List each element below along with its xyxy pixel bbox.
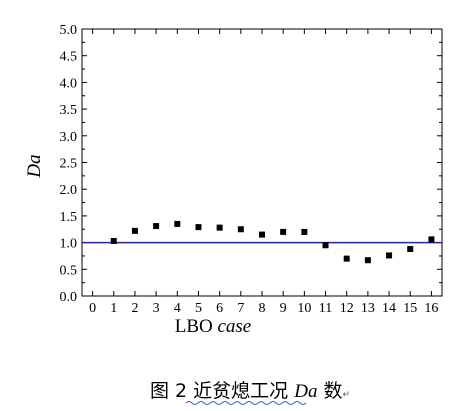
x-tick-label: 1	[110, 301, 117, 316]
data-point	[153, 223, 160, 230]
y-tick-label: 2.5	[60, 157, 78, 172]
plot-area: 0.00.51.01.52.02.53.03.54.04.55.00 1 2 3 4 5 6…	[60, 23, 443, 316]
y-tick-label: 0.5	[60, 263, 78, 278]
y-tick-label: 3.0	[60, 130, 78, 145]
data-point	[407, 246, 414, 253]
data-point	[131, 227, 138, 234]
caption-underlined-text: 近贫熄工况	[193, 380, 294, 402]
y-tick-label: 1.0	[60, 237, 78, 252]
x-tick-label: 10	[297, 301, 311, 316]
caption-squiggle-underline	[185, 401, 307, 405]
data-point	[237, 226, 244, 233]
y-tick-label: 1.5	[60, 210, 78, 225]
data-point	[386, 252, 393, 259]
x-tick-label: 8	[259, 301, 266, 316]
data-point	[428, 236, 435, 243]
x-tick-label: 5	[195, 301, 202, 316]
x-tick-label: 4	[174, 301, 181, 316]
x-tick-label: 16	[424, 301, 438, 316]
y-tick-label: 3.5	[60, 103, 78, 118]
x-tick-label: 9	[280, 301, 287, 316]
x-tick-label: 7	[237, 301, 244, 316]
data-point	[195, 224, 202, 231]
x-tick-label: 0	[89, 301, 96, 316]
x-tick-label: 14	[382, 301, 396, 316]
data-point	[343, 255, 350, 262]
data-point	[322, 242, 329, 249]
data-point	[364, 257, 371, 264]
x-tick-label: 6	[216, 301, 223, 316]
y-tick-label: 2.0	[60, 183, 78, 198]
y-axis-title: Da	[24, 154, 45, 178]
x-axis-title: LBO case	[175, 316, 252, 337]
data-point	[280, 228, 287, 235]
x-tick-label: 3	[153, 301, 160, 316]
data-point	[216, 224, 223, 231]
data-point	[259, 231, 265, 238]
data-point	[174, 220, 181, 227]
x-tick-label: 15	[403, 301, 417, 316]
x-tick-label: 12	[340, 301, 354, 316]
y-tick-label: 4.0	[60, 76, 78, 91]
data-point	[301, 228, 308, 235]
y-tick-label: 5.0	[60, 23, 78, 38]
x-tick-label: 11	[319, 301, 332, 316]
x-tick-label: 2	[131, 301, 138, 316]
data-point	[110, 237, 117, 244]
figure-caption: 图 2 近贫熄工况 Da 数↵	[150, 380, 350, 402]
x-tick-label: 13	[361, 301, 375, 316]
y-tick-label: 4.5	[60, 50, 78, 65]
y-tick-label: 0.0	[60, 290, 78, 305]
